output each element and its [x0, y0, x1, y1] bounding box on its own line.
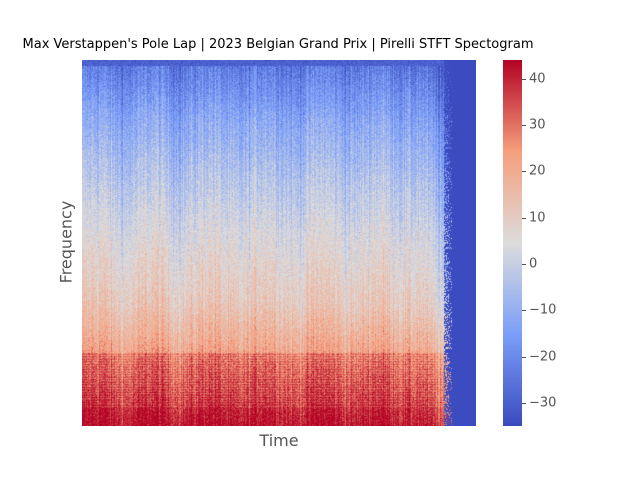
colorbar-tick-mark	[522, 218, 526, 219]
colorbar-tick-mark	[522, 79, 526, 80]
chart-title: Max Verstappen's Pole Lap | 2023 Belgian…	[22, 37, 534, 52]
colorbar-tick-mark	[522, 403, 526, 404]
colorbar-tick-mark	[522, 125, 526, 126]
colorbar	[503, 60, 522, 426]
colorbar-tick-label: −20	[529, 349, 557, 364]
x-axis-label: Time	[259, 431, 299, 450]
colorbar-tick-label: −10	[529, 302, 557, 318]
colorbar-tick-mark	[522, 171, 526, 172]
colorbar-tick-mark	[522, 310, 526, 311]
colorbar-tick-label: 0	[529, 256, 538, 272]
colorbar-tick-label: 20	[529, 163, 546, 179]
colorbar-tick-label: 40	[529, 71, 546, 87]
y-axis-label: Frequency	[56, 200, 76, 284]
colorbar-tick-label: −30	[529, 395, 557, 411]
spectrogram-heatmap	[82, 60, 476, 426]
colorbar-tick-label: 10	[529, 210, 546, 226]
colorbar-tick-mark	[522, 264, 526, 265]
colorbar-tick-label: 30	[529, 117, 546, 133]
colorbar-tick-mark	[522, 357, 526, 358]
